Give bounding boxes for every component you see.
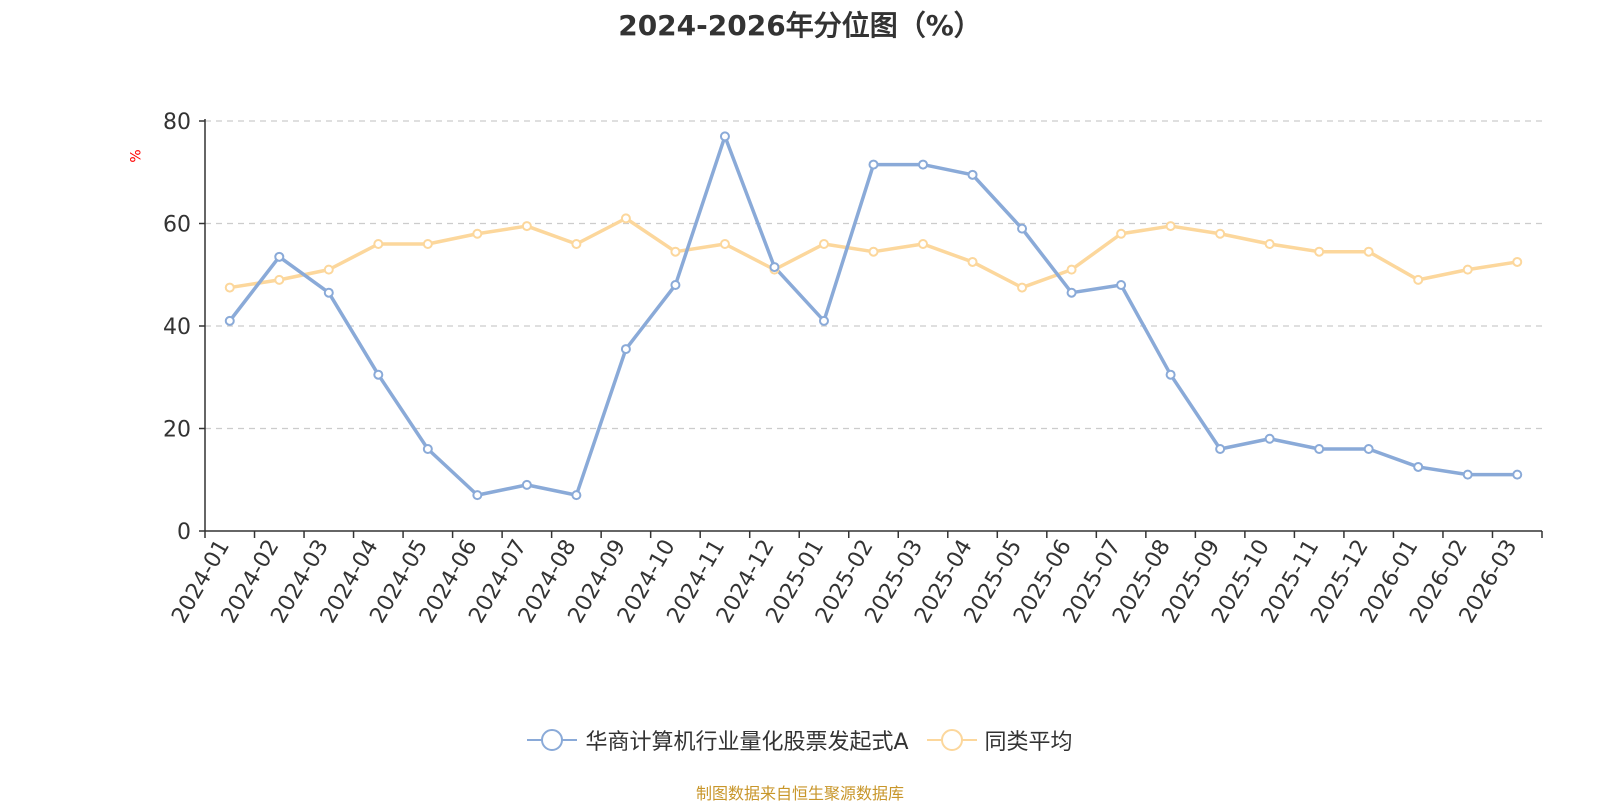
line-chart: 0204060802024-012024-022024-032024-04202… [163, 110, 1543, 628]
data-point-series-1 [521, 221, 532, 232]
data-point-series-1 [1462, 264, 1473, 275]
data-source-note: 制图数据来自恒生聚源数据库 [695, 784, 904, 803]
data-point-series-1 [1066, 264, 1077, 275]
data-point-series-0 [224, 315, 235, 326]
data-point-series-0 [1363, 444, 1374, 454]
data-point-series-0 [918, 159, 929, 170]
y-tick-label: 0 [177, 520, 191, 545]
data-point-series-1 [1165, 221, 1176, 232]
data-point-series-0 [1116, 280, 1127, 290]
data-point-series-0 [620, 344, 631, 355]
data-point-series-0 [1264, 433, 1275, 444]
data-point-series-0 [1165, 369, 1176, 380]
data-point-series-1 [1264, 239, 1275, 249]
data-point-series-0 [670, 280, 681, 290]
data-point-series-1 [967, 256, 978, 267]
data-point-series-0 [719, 131, 730, 142]
data-point-series-0 [967, 169, 978, 180]
legend-item-average[interactable]: 同类平均 [926, 724, 1073, 756]
data-point-series-0 [373, 369, 384, 380]
data-point-series-0 [1512, 469, 1523, 480]
data-point-series-0 [1314, 444, 1325, 454]
data-point-series-1 [719, 239, 730, 249]
data-point-series-0 [868, 159, 879, 170]
data-point-series-1 [1413, 274, 1424, 285]
data-point-series-1 [571, 239, 582, 249]
data-point-series-1 [274, 274, 285, 285]
data-point-series-1 [1512, 256, 1523, 267]
data-point-series-1 [1116, 228, 1127, 239]
data-point-series-0 [323, 287, 334, 298]
data-point-series-1 [620, 213, 631, 224]
data-point-series-0 [1215, 444, 1226, 454]
data-point-series-0 [571, 490, 582, 501]
data-point-series-1 [1314, 246, 1325, 257]
data-point-series-1 [670, 246, 681, 257]
data-point-series-0 [1413, 461, 1424, 472]
data-point-series-1 [1017, 282, 1028, 293]
data-point-series-0 [521, 479, 532, 490]
data-point-series-1 [472, 228, 483, 239]
data-point-series-1 [1363, 246, 1374, 257]
data-point-series-0 [1017, 223, 1028, 234]
data-point-series-1 [323, 264, 334, 275]
y-tick-label: 20 [163, 418, 191, 443]
data-point-series-0 [472, 490, 483, 501]
data-point-series-1 [868, 246, 879, 257]
data-point-series-0 [422, 444, 433, 454]
data-point-series-1 [1215, 228, 1226, 239]
data-point-series-1 [422, 239, 433, 249]
data-point-series-0 [1462, 469, 1473, 480]
data-point-series-0 [1066, 287, 1077, 298]
legend-marker-fund [527, 729, 578, 751]
series-line-0 [228, 134, 1518, 497]
data-point-series-1 [373, 239, 384, 249]
legend-marker-average [926, 729, 977, 751]
data-point-series-0 [818, 315, 829, 326]
data-point-series-0 [274, 251, 285, 262]
legend: 华商计算机行业量化股票发起式A 同类平均 [0, 724, 1600, 756]
legend-label-average: 同类平均 [984, 730, 1073, 755]
data-point-series-0 [769, 262, 780, 273]
y-tick-label: 80 [163, 110, 191, 135]
data-point-series-1 [918, 239, 929, 249]
data-point-series-1 [818, 239, 829, 249]
y-tick-label: 60 [163, 213, 191, 238]
chart-title: 2024-2026年分位图（%） [618, 9, 982, 42]
y-tick-label: 40 [163, 315, 191, 340]
data-point-series-1 [224, 282, 235, 293]
legend-label-fund: 华商计算机行业量化股票发起式A [585, 730, 909, 755]
legend-item-fund[interactable]: 华商计算机行业量化股票发起式A [527, 724, 909, 756]
